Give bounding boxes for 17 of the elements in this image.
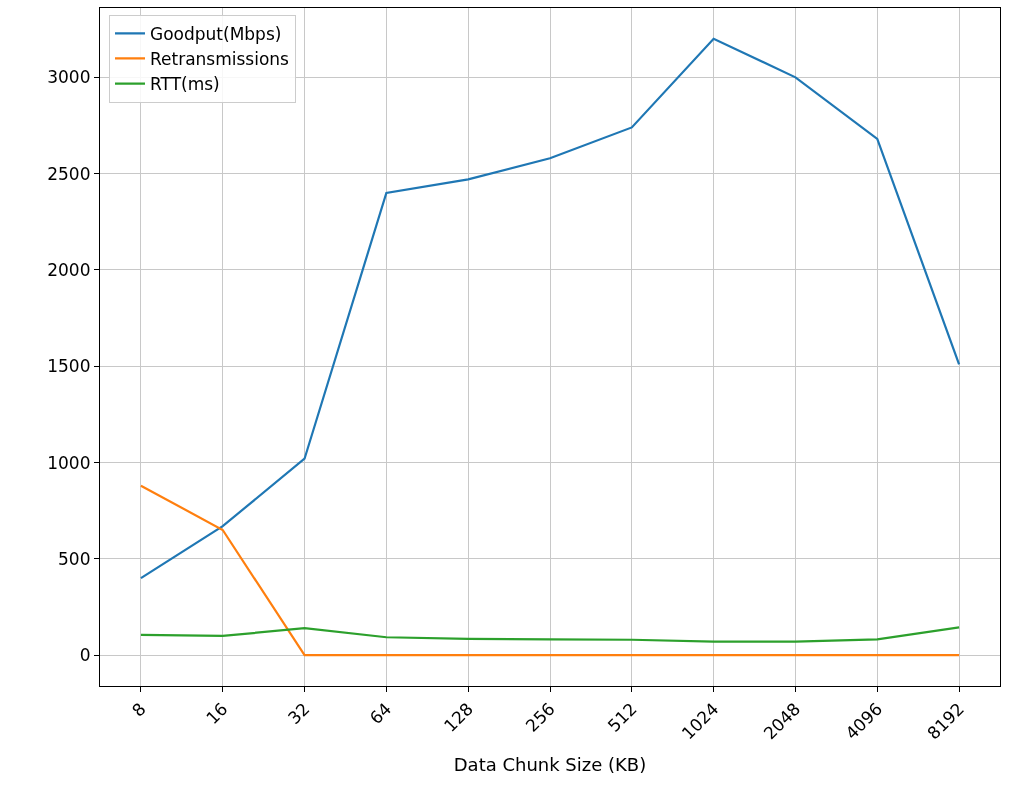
y-tick-label: 2000 <box>47 259 91 280</box>
legend-label: Goodput(Mbps) <box>150 23 282 44</box>
x-tick-label: 8 <box>127 698 150 721</box>
x-axis-title: Data Chunk Size (KB) <box>453 753 647 775</box>
y-tick-label: 2500 <box>47 163 91 184</box>
y-tick-label: 500 <box>58 548 91 569</box>
x-tick-label: 512 <box>603 698 641 736</box>
x-tick-label: 32 <box>283 698 314 729</box>
legend-label: RTT(ms) <box>150 74 220 95</box>
x-tick-label: 64 <box>365 698 396 729</box>
line-series <box>139 626 961 643</box>
y-tick-label: 3000 <box>47 67 91 88</box>
x-tick-label: 16 <box>202 698 232 729</box>
legend-label: Retransmissions <box>150 49 290 70</box>
y-tick-label: 1000 <box>47 452 91 473</box>
y-tick-label: 1500 <box>47 356 91 377</box>
y-tick-label: 0 <box>79 645 91 666</box>
